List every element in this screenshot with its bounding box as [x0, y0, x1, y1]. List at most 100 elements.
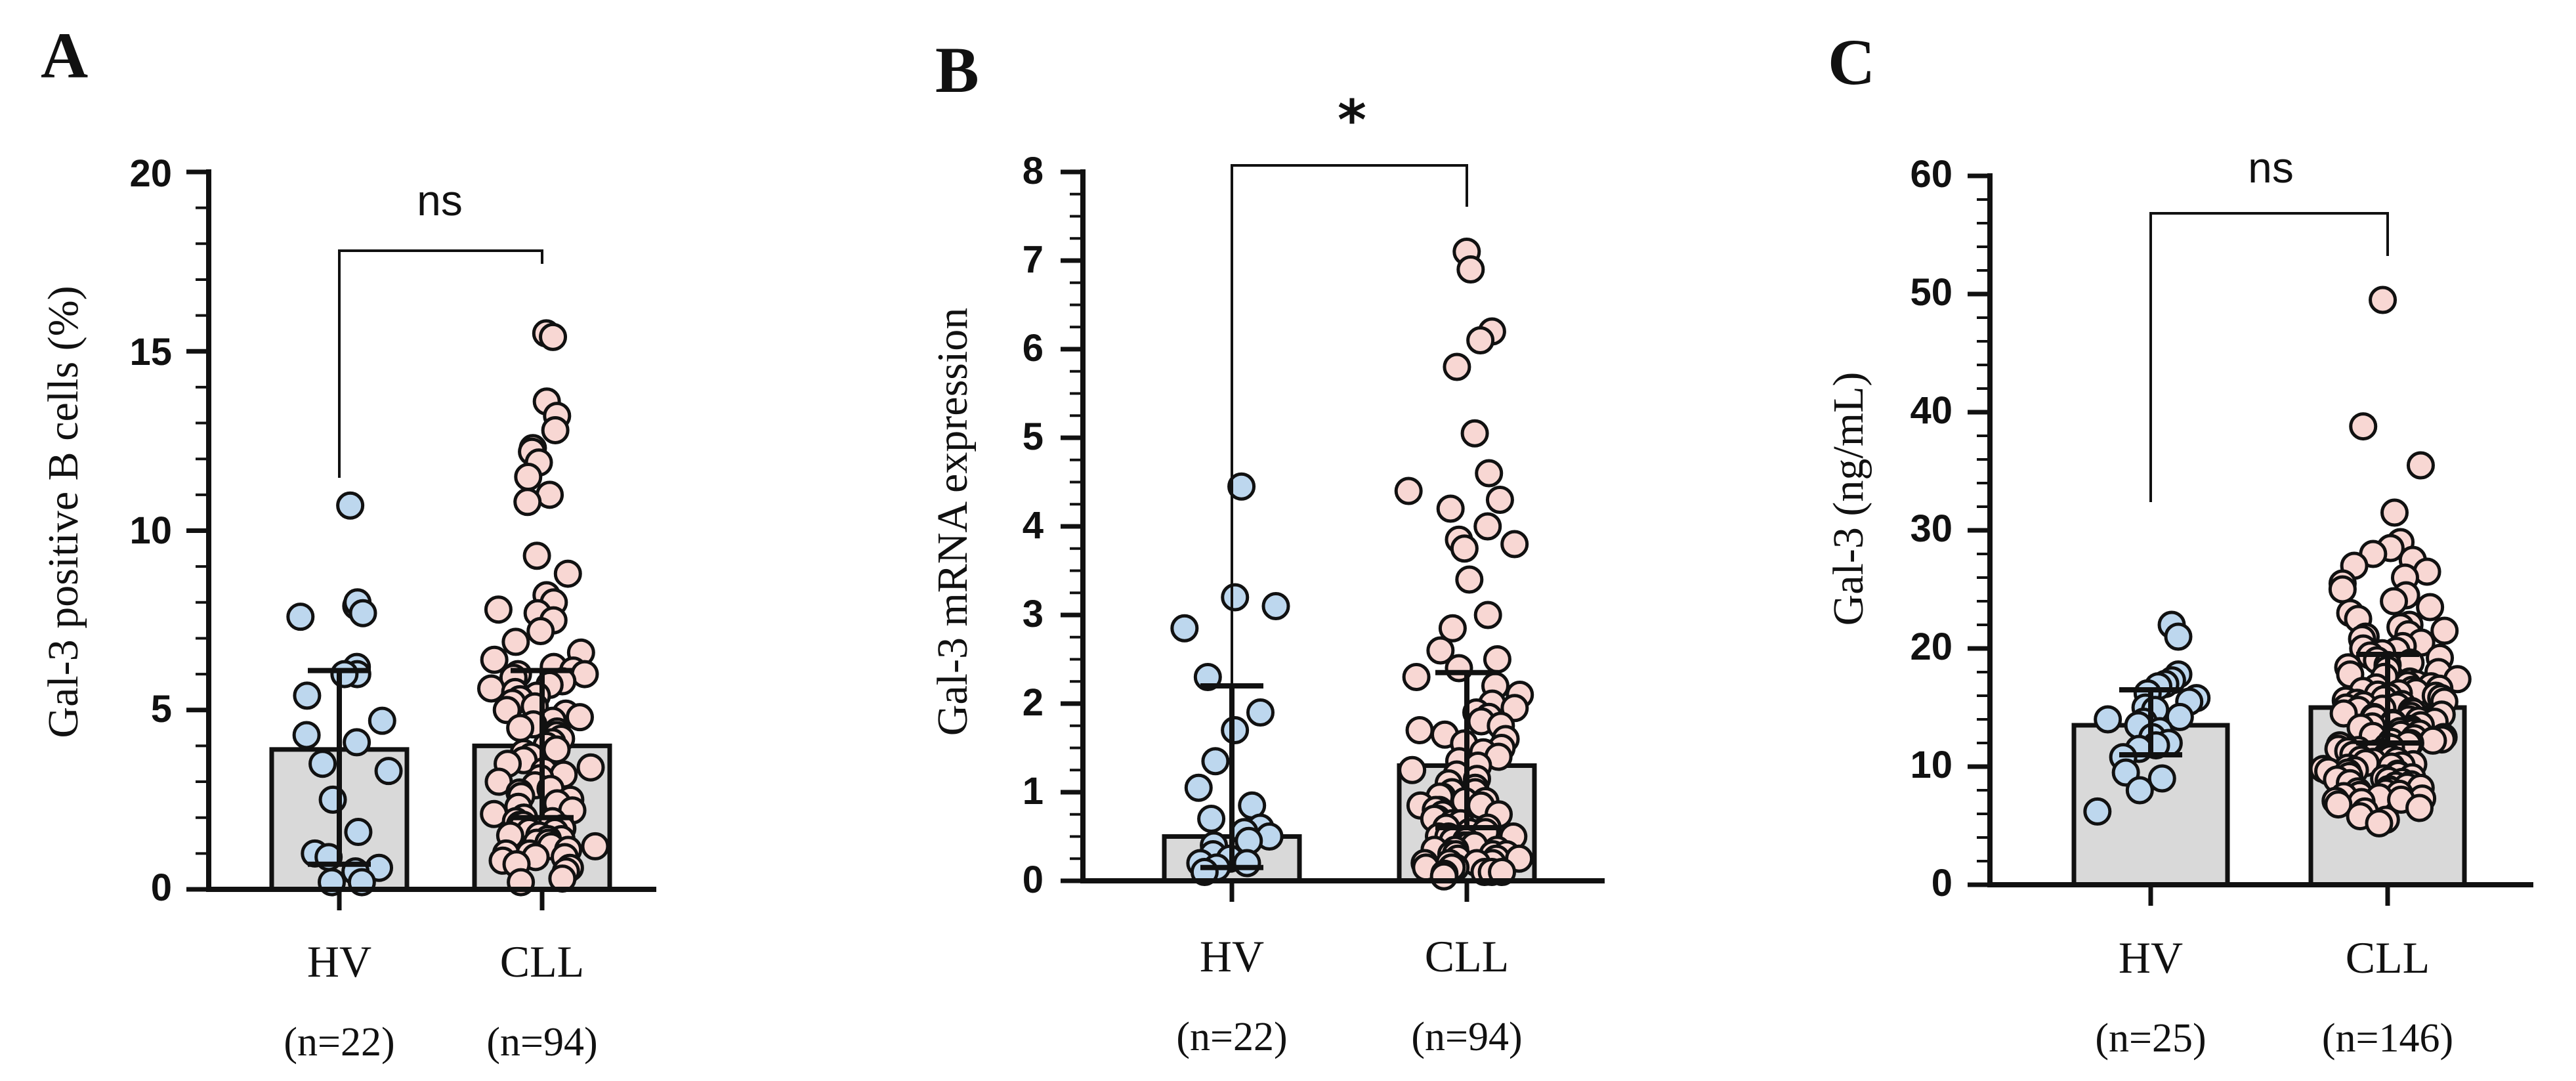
data-point: [1438, 614, 1467, 643]
panel-letter-c: C: [1828, 26, 1875, 98]
y-axis-title-a: Gal-3 positive B cells (%): [39, 286, 87, 738]
data-point: [2328, 575, 2357, 604]
data-point: [1201, 747, 1230, 776]
data-point: [1221, 716, 1250, 744]
data-point: [1394, 477, 1423, 505]
data-point: [565, 703, 594, 732]
y-tick-label: 10: [129, 509, 172, 552]
data-point: [1443, 352, 1471, 381]
data-point: [2165, 702, 2194, 731]
data-point: [1405, 716, 1434, 744]
plot-area-b: [1061, 164, 1605, 902]
data-point: [1227, 472, 1256, 501]
significance-label-a: ns: [417, 176, 463, 224]
panel-c: C Gal-3 (ng/mL) 0 10 20 30 40 50 60 ns H…: [1825, 26, 2533, 1061]
data-point: [480, 645, 509, 674]
panel-a: A Gal-3 positive B cells (%) 0 5 10 15 2…: [39, 19, 656, 1065]
data-point: [1460, 419, 1489, 448]
data-point: [286, 603, 315, 631]
y-tick-label: 15: [129, 331, 172, 373]
significance-label-c: ns: [2248, 143, 2294, 192]
data-point: [513, 488, 542, 517]
n-label-cll-b: (n=94): [1411, 1015, 1522, 1059]
plot-area-a: [186, 169, 656, 910]
y-tick-labels-a: 0 5 10 15 20: [129, 152, 172, 909]
n-label-cll-a: (n=94): [486, 1020, 597, 1065]
data-point: [2369, 286, 2397, 314]
significance-bracket: [1231, 164, 1468, 817]
data-point: [1466, 326, 1495, 354]
significance-label-b: *: [1338, 88, 1366, 152]
y-tick-label: 4: [1023, 504, 1044, 547]
data-point: [348, 599, 377, 627]
data-point: [1436, 494, 1465, 523]
data-point: [1246, 698, 1275, 727]
category-label-hv-b: HV: [1200, 931, 1264, 981]
y-tick-label: 30: [1910, 507, 1953, 550]
y-tick-label: 8: [1023, 150, 1044, 192]
data-point: [1473, 512, 1502, 541]
n-label-hv-a: (n=22): [284, 1020, 394, 1065]
y-tick-label: 1: [1023, 770, 1044, 813]
data-point: [2147, 764, 2176, 793]
data-point: [553, 559, 582, 588]
data-point: [501, 627, 530, 656]
y-tick-label: 0: [151, 866, 172, 909]
y-tick-label: 60: [1910, 153, 1953, 196]
data-point: [293, 681, 322, 710]
data-point: [526, 617, 555, 646]
n-label-cll-c: (n=146): [2322, 1016, 2453, 1061]
data-point: [2380, 587, 2409, 616]
data-point: [1429, 862, 1458, 891]
category-label-cll-a: CLL: [500, 937, 584, 986]
data-point: [2349, 412, 2378, 441]
y-tick-label: 20: [1910, 625, 1953, 668]
y-tick-label: 7: [1023, 238, 1044, 281]
y-tick-label: 50: [1910, 271, 1953, 314]
data-point: [484, 595, 513, 624]
data-point: [1485, 486, 1514, 514]
data-point: [522, 541, 551, 570]
y-tick-label: 20: [129, 152, 172, 195]
plot-area-c: [1968, 173, 2533, 906]
data-point: [330, 660, 359, 689]
y-axis-title-b: Gal-3 mRNA expression: [929, 308, 977, 736]
data-point: [308, 750, 337, 778]
data-point: [1197, 805, 1226, 833]
data-point: [344, 818, 373, 847]
data-point: [374, 757, 403, 786]
data-point: [1426, 636, 1455, 665]
data-point: [2164, 622, 2193, 651]
category-label-cll-b: CLL: [1425, 931, 1509, 981]
y-tick-label: 0: [1932, 862, 1953, 904]
n-label-hv-b: (n=22): [1176, 1015, 1287, 1059]
data-point: [1456, 255, 1485, 284]
data-point: [2380, 498, 2409, 527]
data-point: [2125, 776, 2154, 805]
y-tick-label: 5: [151, 688, 172, 731]
data-point: [506, 713, 535, 742]
data-point: [368, 706, 396, 735]
y-tick-label: 10: [1910, 744, 1953, 786]
data-point: [2094, 705, 2122, 734]
data-point: [2365, 809, 2394, 837]
y-tick-labels-c: 0 10 20 30 40 50 60: [1910, 153, 1953, 904]
panel-b: B Gal-3 mRNA expression 0 1 2 3 4 5 6 7 …: [929, 33, 1605, 1059]
y-tick-label: 5: [1023, 415, 1044, 458]
data-point: [343, 728, 371, 757]
data-point: [2418, 726, 2447, 755]
significance-bracket: [338, 249, 543, 478]
data-point: [1402, 663, 1431, 691]
data-point: [336, 491, 365, 520]
data-point: [1455, 565, 1484, 594]
significance-bracket: [2149, 212, 2389, 502]
panel-letter-a: A: [41, 19, 88, 92]
data-point: [2324, 790, 2353, 819]
y-tick-labels-b: 0 1 2 3 4 5 6 7 8: [1023, 150, 1044, 901]
data-point: [576, 753, 605, 782]
data-point: [1473, 601, 1502, 629]
data-point: [2406, 451, 2435, 480]
data-point: [2430, 616, 2459, 645]
y-axis-title-c: Gal-3 (ng/mL): [1825, 372, 1872, 626]
data-point: [581, 832, 610, 860]
